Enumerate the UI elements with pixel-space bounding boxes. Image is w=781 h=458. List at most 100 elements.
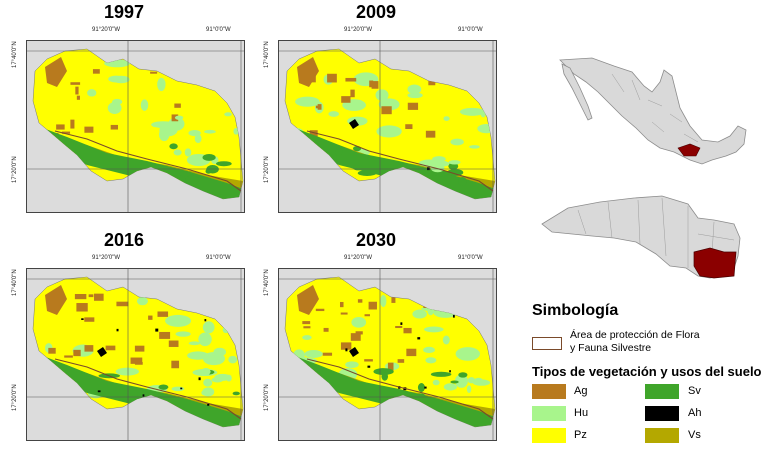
agriculture-patch [157, 311, 169, 317]
forest-patch [311, 377, 330, 384]
wetland-patch [225, 374, 232, 382]
forest-patch [63, 401, 81, 407]
wetland-patch [407, 92, 423, 99]
state-locator-map [541, 195, 741, 279]
wetland-patch [442, 335, 450, 345]
forest-patch [417, 383, 425, 392]
agriculture-patch [110, 124, 118, 130]
protected-area-swatch [532, 337, 562, 350]
agriculture-patch [364, 314, 370, 317]
forest-band [285, 125, 495, 199]
legend-swatch-sv [645, 384, 679, 399]
wetland-patch [112, 75, 130, 84]
wetland-patch [380, 294, 387, 308]
agriculture-patch [327, 73, 337, 83]
longitude-label: 91°0'0"W [458, 27, 483, 33]
agriculture-patch [174, 103, 181, 108]
wetland-patch [38, 149, 48, 162]
agriculture-patch [134, 345, 145, 352]
agriculture-patch [70, 82, 81, 85]
forest-patch [360, 408, 370, 418]
wetland-patch [474, 377, 484, 384]
wetland-patch [170, 62, 181, 74]
agriculture-patch [309, 130, 318, 139]
wetland-patch [174, 115, 184, 120]
forest-patch [373, 368, 394, 376]
latitude-label: 17°20'0"N [264, 384, 270, 411]
forest-patch [63, 387, 78, 396]
wetland-patch [345, 361, 359, 368]
settlement-patch [400, 322, 403, 325]
agriculture-patch [357, 299, 363, 303]
forest-patch [430, 371, 452, 377]
agriculture-patch [405, 124, 413, 130]
wetland-patch [37, 156, 52, 169]
wetland-patch [87, 89, 97, 97]
wetland-patch [459, 107, 485, 116]
agriculture-patch [339, 301, 344, 308]
forest-patch [202, 153, 216, 161]
land-cover-map [278, 268, 497, 441]
agriculture-patch [381, 106, 392, 115]
wetland-patch [423, 346, 436, 354]
wetland-patch [198, 332, 212, 347]
agriculture-patch [56, 124, 65, 130]
agriculture-patch [130, 357, 143, 364]
wetland-patch [375, 89, 389, 101]
agriculture-patch [45, 57, 67, 87]
wetland-patch [295, 96, 320, 107]
settlement-patch [417, 337, 421, 340]
agriculture-patch [341, 96, 351, 103]
longitude-label: 91°20'0"W [344, 27, 373, 33]
legend-swatch-pz [532, 428, 566, 443]
legend-swatch-vs [645, 428, 679, 443]
agriculture-patch [397, 359, 405, 363]
protected-area-label-line2: y Fauna Silvestre [570, 342, 652, 354]
wetland-patch [443, 116, 450, 121]
settlement-patch [116, 328, 119, 332]
wetland-patch [224, 112, 232, 117]
wetland-patch [480, 111, 486, 118]
settlement-patch [155, 328, 159, 332]
longitude-label: 91°20'0"W [92, 27, 121, 33]
study-area-marker [693, 247, 737, 279]
settlement-patch [338, 407, 341, 410]
settlement-patch [349, 347, 359, 357]
agriculture-patch [425, 130, 436, 138]
protected-area-outline [54, 130, 242, 192]
wetland-patch [427, 305, 435, 316]
land-cover-map-graphic [27, 269, 244, 440]
agriculture-patch [94, 293, 104, 301]
wetland-patch [423, 326, 444, 333]
settlement-patch [345, 348, 348, 352]
agriculture-patch [364, 359, 373, 362]
forest-patch [447, 169, 464, 176]
wetland-patch [461, 296, 478, 310]
wetland-patch [171, 386, 185, 392]
settlement-patch [70, 380, 73, 384]
longitude-label: 91°0'0"W [458, 255, 483, 261]
panel-year-title: 2009 [355, 2, 397, 22]
agriculture-patch [73, 349, 81, 357]
forest-patch [130, 181, 146, 186]
agriculture-patch [105, 345, 116, 351]
wetland-patch [233, 128, 239, 135]
agriculture-patch [297, 285, 319, 315]
wetland-patch [115, 367, 140, 376]
wetland-patch [450, 138, 464, 146]
longitude-label: 91°0'0"W [206, 27, 231, 33]
agriculture-patch [369, 80, 374, 88]
agriculture-patch [371, 81, 379, 89]
settlement-patch [97, 347, 107, 357]
forest-patch [381, 372, 389, 381]
forest-patch [185, 175, 200, 185]
wetland-patch [432, 156, 446, 162]
latitude-label: 17°40'0"N [264, 41, 270, 68]
agriculture-patch [323, 327, 329, 332]
agriculture-patch [302, 321, 311, 325]
agriculture-patch [171, 114, 179, 122]
legend-label-vs: Vs [688, 429, 701, 441]
wetland-patch [43, 383, 56, 389]
wetland-patch [211, 294, 222, 302]
wetland-patch [187, 351, 209, 360]
